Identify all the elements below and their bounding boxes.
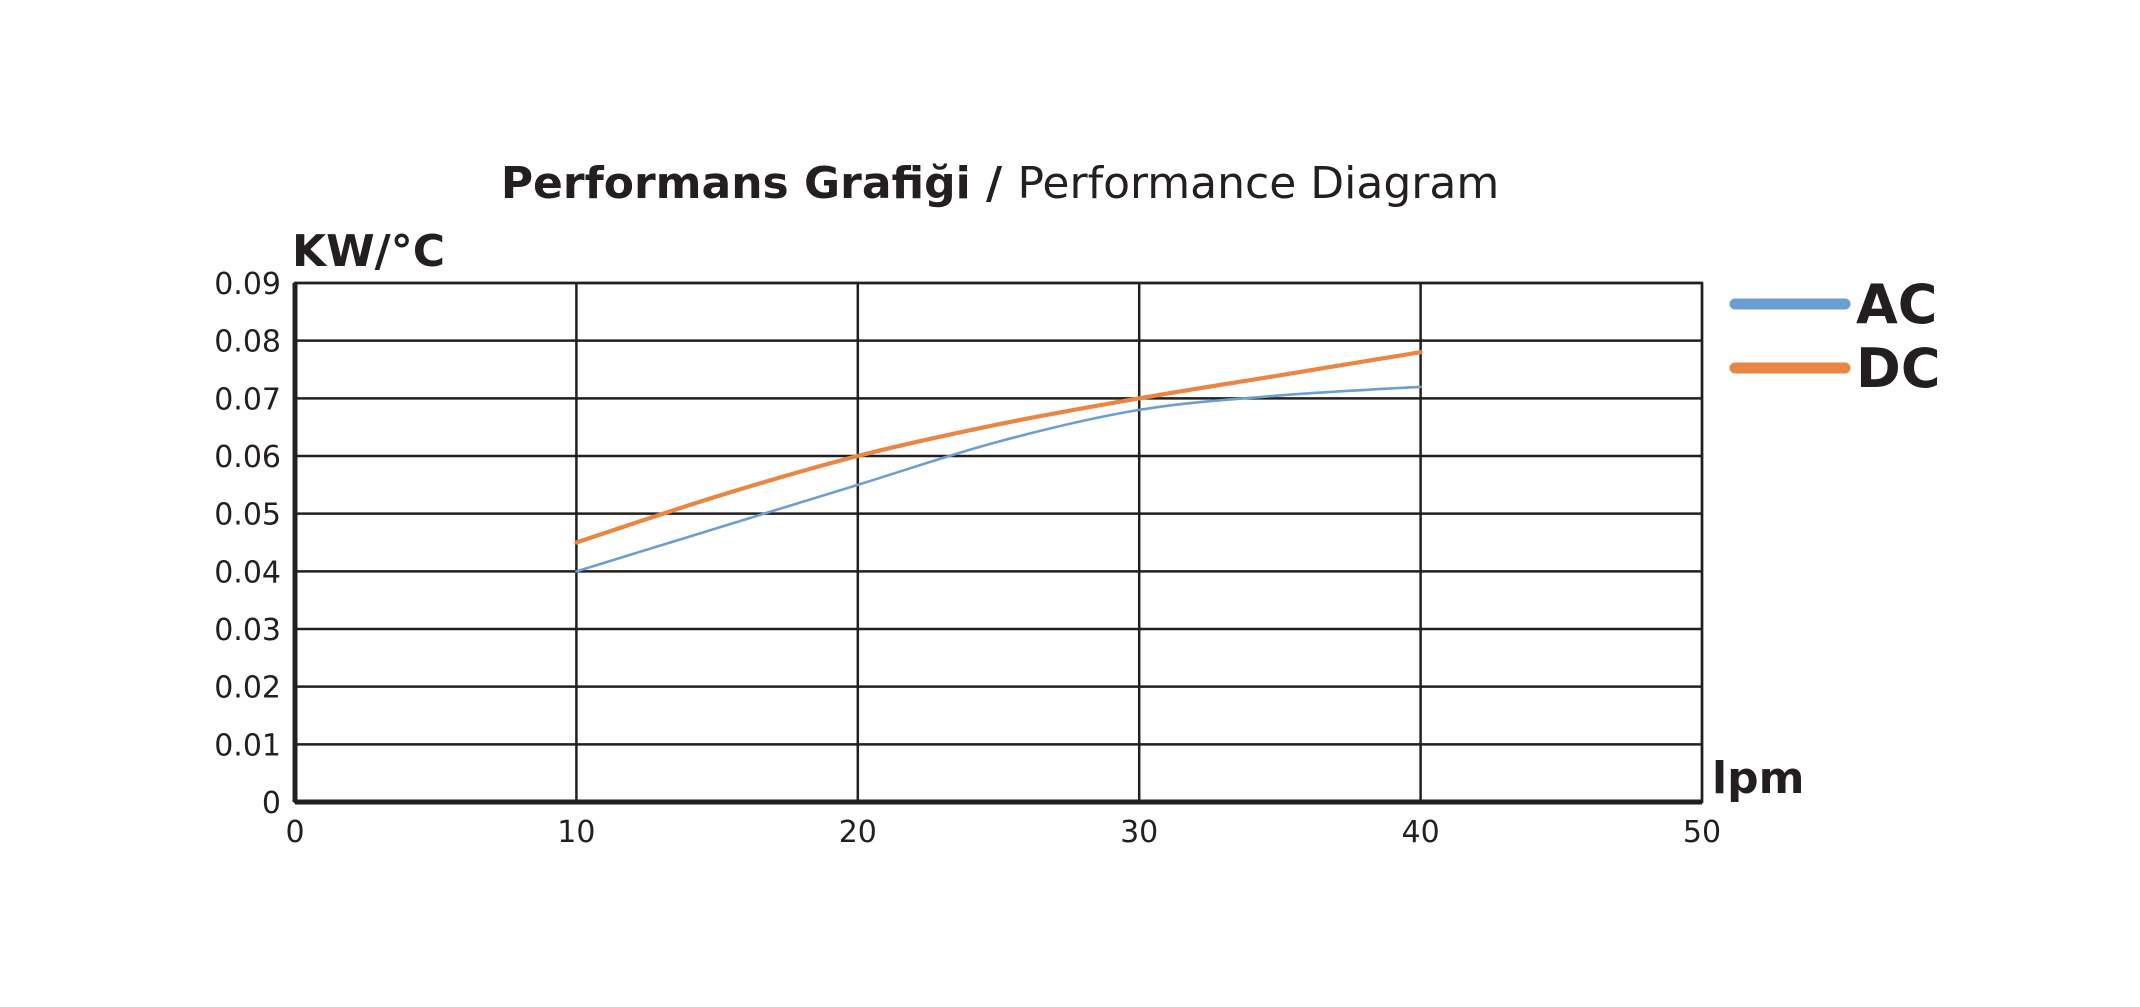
legend-label-ac: AC [1856,273,1937,336]
y-tick-label: 0.08 [214,325,281,360]
y-tick-label: 0.05 [214,498,281,533]
plot-frame [293,281,1704,804]
y-axis-label: KW/°C [292,226,445,277]
y-tick-label: 0.01 [214,728,281,763]
grid [292,281,1704,805]
y-tick-label: 0.09 [214,267,281,302]
y-tick-label: 0.02 [214,671,281,706]
x-tick-label: 30 [1120,815,1158,850]
y-tick-label: 0.06 [214,440,281,475]
y-tick-label: 0.07 [214,382,281,417]
x-axis-label: lpm [1712,753,1804,804]
x-tick-label: 10 [557,815,595,850]
chart-title-regular: Performance Diagram [1017,158,1499,209]
chart-title-bold: Performans Grafiği / [501,158,1018,209]
y-tick-label: 0.04 [214,555,281,590]
y-tick-label: 0 [262,786,281,821]
data-series [574,350,1423,573]
series-line-dc [574,350,1423,545]
x-tick-label: 50 [1683,815,1721,850]
x-tick-label: 40 [1402,815,1440,850]
chart-title: Performans Grafiği / Performance Diagram [501,158,1499,209]
legend-label-dc: DC [1856,337,1940,400]
series-line-ac [575,385,1422,573]
x-tick-label: 0 [285,815,304,850]
x-tick-label: 20 [839,815,877,850]
y-tick-label: 0.03 [214,613,281,648]
tick-labels: 0 0.01 0.02 0.03 0.04 0.05 0.06 0.07 0.08 0.09 0 10… [214,267,1721,850]
